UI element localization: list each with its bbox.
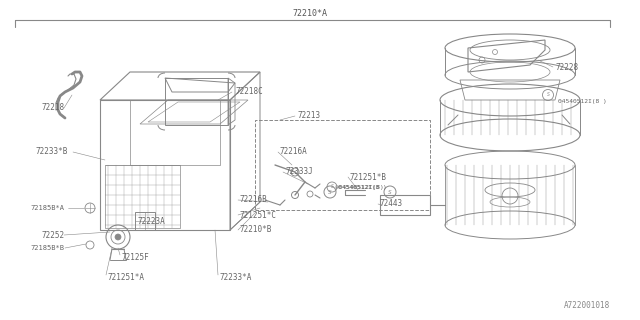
Text: S: S: [328, 189, 332, 195]
Text: 72216A: 72216A: [280, 148, 308, 156]
Text: 72213: 72213: [298, 111, 321, 121]
Text: A722001018: A722001018: [564, 300, 610, 309]
Text: 72210*B: 72210*B: [240, 226, 273, 235]
Text: 72443: 72443: [380, 199, 403, 209]
Text: 72223A: 72223A: [138, 218, 166, 227]
Text: 72333J: 72333J: [285, 167, 313, 177]
Text: 72218: 72218: [42, 103, 65, 113]
Text: 72218C: 72218C: [235, 87, 263, 97]
Text: 72210*A: 72210*A: [292, 9, 328, 18]
Text: 72185B*B: 72185B*B: [30, 245, 64, 251]
Circle shape: [115, 234, 121, 240]
Text: 04540512I(8 ): 04540512I(8 ): [338, 185, 387, 189]
Text: 721251*A: 721251*A: [108, 274, 145, 283]
Text: S: S: [547, 92, 549, 98]
Text: 721251*B: 721251*B: [350, 172, 387, 181]
Text: 72233*A: 72233*A: [220, 274, 252, 283]
Text: 04540512I(8 ): 04540512I(8 ): [558, 100, 607, 105]
Circle shape: [291, 168, 299, 176]
Text: 721251*C: 721251*C: [240, 211, 277, 220]
Text: S: S: [331, 185, 333, 189]
Text: S: S: [388, 189, 392, 195]
Text: 72228: 72228: [555, 62, 578, 71]
Circle shape: [291, 191, 298, 198]
Text: 72252: 72252: [42, 230, 65, 239]
Text: 72185B*A: 72185B*A: [30, 205, 64, 211]
Text: 72233*B: 72233*B: [35, 148, 67, 156]
Text: 72125F: 72125F: [122, 253, 150, 262]
Text: ®04540512I(8): ®04540512I(8): [335, 185, 384, 189]
Text: 72216B: 72216B: [240, 196, 268, 204]
